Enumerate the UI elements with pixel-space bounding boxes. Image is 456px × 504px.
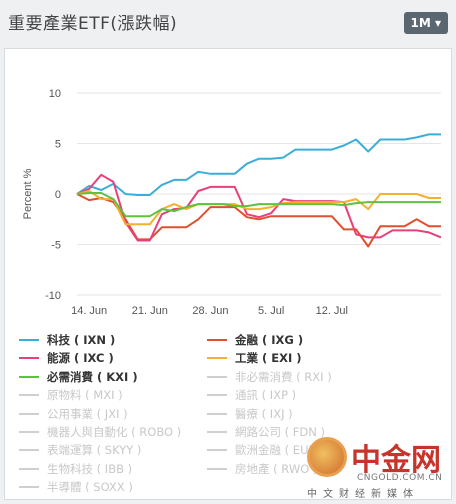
legend-item[interactable]: 公用事業 ( JXI )	[19, 406, 128, 422]
legend-swatch	[207, 431, 227, 433]
legend-swatch	[207, 467, 227, 470]
legend-item[interactable]: 網路公司 ( FDN )	[207, 424, 325, 440]
x-tick-label: 14. Jun	[71, 305, 107, 317]
legend-label: 機器人與自動化 ( ROBO )	[47, 425, 182, 439]
legend-item[interactable]: 生物科技 ( IBB )	[19, 461, 132, 477]
legend-swatch	[19, 449, 39, 452]
header: 重要產業ETF(漲跌幅) 1M ▾	[0, 0, 456, 42]
legend-item[interactable]: 機器人與自動化 ( ROBO )	[19, 424, 181, 440]
y-tick-label: 0	[55, 189, 61, 201]
legend-label: 通訊 ( IXP )	[235, 388, 297, 403]
legend-swatch	[19, 375, 39, 378]
legend-swatch	[207, 449, 227, 452]
legend-item[interactable]: 必需消費 ( KXI )	[19, 369, 138, 385]
legend-item[interactable]: 表端運算 ( SKYY )	[19, 442, 141, 458]
legend-swatch	[207, 339, 227, 341]
legend-item[interactable]: 通訊 ( IXP )	[207, 387, 296, 403]
legend-label: 公用事業 ( JXI )	[47, 406, 128, 421]
legend-item[interactable]: 房地產 ( RWO )	[207, 461, 317, 477]
x-tick-label: 21. Jun	[132, 305, 168, 317]
watermark: 中金网 CNGOLD.COM.CN 中文财经新媒体	[305, 431, 453, 500]
legend-swatch	[19, 486, 39, 489]
legend-item[interactable]: 非必需消費 ( RXI )	[207, 369, 332, 385]
series-line	[76, 173, 442, 242]
legend-swatch	[207, 375, 227, 378]
legend-swatch	[19, 412, 39, 415]
watermark-logo-icon	[307, 437, 347, 477]
x-tick-label: 12. Jul	[316, 305, 348, 317]
y-tick-label: -5	[51, 240, 61, 252]
y-tick-label: -10	[45, 290, 61, 302]
legend-item[interactable]: 半導體 ( SOXX )	[19, 479, 133, 495]
series-line	[76, 190, 441, 226]
legend-item[interactable]: 原物料 ( MXI )	[19, 387, 123, 403]
legend-label: 能源 ( IXC )	[47, 351, 114, 366]
watermark-name: 中金网	[351, 443, 441, 478]
legend-label: 科技 ( IXN )	[47, 333, 116, 347]
legend-label: 工業 ( EXI )	[235, 351, 302, 366]
y-axis-label: Percent %	[22, 168, 34, 219]
legend-label: 金融 ( IXG )	[235, 333, 304, 347]
legend-swatch	[19, 467, 39, 470]
legend-label: 半導體 ( SOXX )	[47, 480, 133, 495]
legend-item[interactable]: 醫療 ( IXJ )	[207, 406, 293, 422]
legend-label: 生物科技 ( IBB )	[47, 461, 133, 476]
watermark-slogan: 中文财经新媒体	[307, 489, 419, 500]
chart-title: 重要產業ETF(漲跌幅)	[8, 14, 178, 34]
legend-label: 原物料 ( MXI )	[47, 388, 123, 403]
legend-swatch	[19, 357, 39, 360]
legend-label: 房地產 ( RWO )	[235, 461, 318, 476]
y-tick-label: 10	[49, 88, 61, 100]
legend-item[interactable]: 科技 ( IXN )	[19, 332, 115, 348]
chart-card: -10 -5 0 5 10 14. Jun 21. Jun 28. Jun 5. Jul 12. …	[4, 48, 452, 500]
x-tick-label: 5. Jul	[258, 305, 284, 317]
legend-item[interactable]: 工業 ( EXI )	[207, 350, 302, 366]
legend-swatch	[207, 412, 227, 415]
x-tick-label: 28. Jun	[192, 305, 228, 317]
legend-label: 必需消費 ( KXI )	[47, 369, 138, 384]
legend-swatch	[19, 431, 39, 433]
legend-swatch	[19, 394, 39, 397]
legend-swatch	[207, 394, 227, 397]
legend-item[interactable]: 能源 ( IXC )	[19, 350, 114, 366]
legend-label: 網路公司 ( FDN )	[235, 425, 326, 439]
series-line	[76, 192, 441, 218]
legend-item[interactable]: 金融 ( IXG )	[207, 332, 303, 348]
line-chart: -10 -5 0 5 10 14. Jun 21. Jun 28. Jun 5. Jul 12. …	[22, 88, 442, 317]
watermark-domain: CNGOLD.COM.CN	[357, 473, 443, 483]
y-tick-label: 5	[55, 139, 61, 151]
legend-label: 表端運算 ( SKYY )	[47, 443, 142, 458]
legend-label: 非必需消費 ( RXI )	[235, 369, 332, 384]
legend-swatch	[19, 339, 39, 341]
legend-swatch	[207, 357, 227, 360]
series-line	[76, 133, 441, 196]
legend-label: 醫療 ( IXJ )	[235, 406, 293, 421]
range-dropdown-button[interactable]: 1M ▾	[403, 12, 448, 34]
